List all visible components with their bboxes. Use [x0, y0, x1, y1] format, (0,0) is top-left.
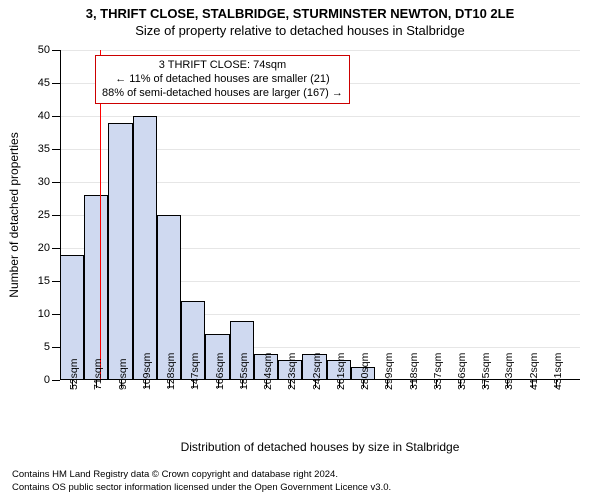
- attribution-line2: Contains OS public sector information li…: [12, 482, 391, 494]
- chart-title-line2: Size of property relative to detached ho…: [0, 21, 600, 38]
- x-tick-label: 128sqm: [165, 353, 177, 390]
- x-tick-label: 375sqm: [480, 353, 492, 390]
- x-tick-label: 242sqm: [311, 353, 323, 390]
- y-tick-label: 45: [38, 77, 60, 89]
- y-tick-label: 20: [38, 242, 60, 254]
- y-axis-line: [60, 50, 61, 380]
- y-tick-label: 0: [44, 374, 60, 386]
- x-tick-label: 185sqm: [238, 353, 250, 390]
- annotation-line2: ← 11% of detached houses are smaller (21…: [102, 73, 343, 87]
- x-tick-label: 280sqm: [359, 353, 371, 390]
- attribution-line1: Contains HM Land Registry data © Crown c…: [12, 469, 391, 481]
- x-tick-label: 90sqm: [117, 358, 129, 390]
- x-tick-label: 299sqm: [383, 353, 395, 390]
- histogram-bar: [84, 195, 108, 380]
- histogram-bar: [133, 116, 157, 380]
- x-tick-label: 147sqm: [189, 353, 201, 390]
- x-axis-label: Distribution of detached houses by size …: [60, 440, 580, 454]
- y-axis-label: Number of detached properties: [7, 132, 21, 297]
- x-tick-label: 71sqm: [92, 358, 104, 390]
- x-tick-label: 261sqm: [335, 353, 347, 390]
- x-tick-label: 166sqm: [214, 353, 226, 390]
- attribution: Contains HM Land Registry data © Crown c…: [12, 469, 391, 494]
- x-tick-label: 318sqm: [408, 353, 420, 390]
- y-tick-label: 40: [38, 110, 60, 122]
- x-tick-label: 109sqm: [141, 353, 153, 390]
- y-tick-label: 30: [38, 176, 60, 188]
- y-tick-label: 10: [38, 308, 60, 320]
- x-tick-label: 431sqm: [552, 353, 564, 390]
- chart-container: 3, THRIFT CLOSE, STALBRIDGE, STURMINSTER…: [0, 0, 600, 500]
- y-tick-label: 25: [38, 209, 60, 221]
- annotation-box: 3 THRIFT CLOSE: 74sqm ← 11% of detached …: [95, 55, 350, 104]
- annotation-line1: 3 THRIFT CLOSE: 74sqm: [102, 59, 343, 73]
- annotation-line3: 88% of semi-detached houses are larger (…: [102, 87, 343, 101]
- x-tick-label: 393sqm: [503, 353, 515, 390]
- y-tick-label: 35: [38, 143, 60, 155]
- x-tick-label: 412sqm: [528, 353, 540, 390]
- histogram-bar: [108, 123, 132, 380]
- x-tick-label: 337sqm: [432, 353, 444, 390]
- x-axis-line: [60, 379, 580, 380]
- x-tick-label: 204sqm: [262, 353, 274, 390]
- x-tick-label: 223sqm: [286, 353, 298, 390]
- gridline: [60, 50, 580, 51]
- y-tick-label: 15: [38, 275, 60, 287]
- y-tick-label: 50: [38, 44, 60, 56]
- chart-title-line1: 3, THRIFT CLOSE, STALBRIDGE, STURMINSTER…: [0, 0, 600, 21]
- y-tick-label: 5: [44, 341, 60, 353]
- x-tick-label: 52sqm: [68, 358, 80, 390]
- x-tick-label: 356sqm: [456, 353, 468, 390]
